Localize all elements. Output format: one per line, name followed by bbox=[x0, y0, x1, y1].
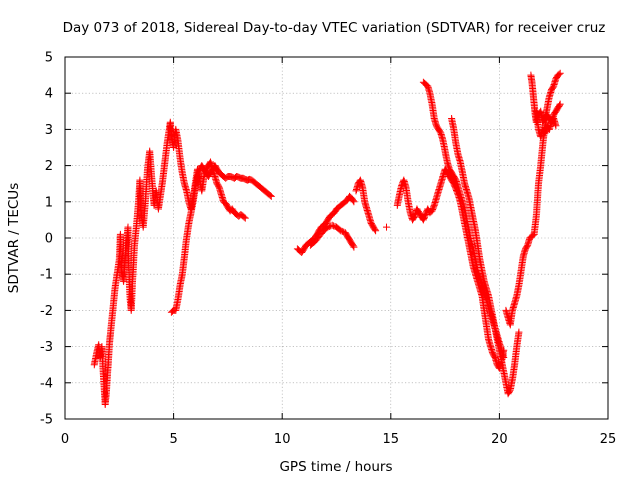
y-tick-label: 0 bbox=[45, 232, 53, 247]
data-point bbox=[330, 222, 338, 230]
x-axis-label: GPS time / hours bbox=[279, 459, 392, 475]
y-tick-label: -3 bbox=[40, 340, 53, 355]
x-tick-label: 5 bbox=[169, 432, 177, 447]
data-point bbox=[324, 223, 332, 231]
data-point bbox=[371, 226, 379, 234]
x-tick-label: 25 bbox=[600, 432, 617, 447]
data-point bbox=[372, 227, 380, 235]
data-point bbox=[267, 192, 275, 200]
y-axis-label: SDTVAR / TECUs bbox=[6, 183, 22, 293]
data-point bbox=[338, 227, 346, 235]
data-point bbox=[556, 69, 564, 77]
plot-area-frame bbox=[64, 56, 609, 420]
y-tick-label: 1 bbox=[45, 195, 53, 210]
data-point bbox=[266, 192, 274, 199]
y-tick-label: 4 bbox=[45, 87, 53, 102]
y-tick-label: -1 bbox=[40, 268, 53, 283]
data-point bbox=[328, 221, 336, 229]
data-point bbox=[555, 70, 563, 78]
data-points bbox=[90, 69, 564, 408]
data-point bbox=[241, 214, 249, 222]
data-point bbox=[240, 213, 248, 221]
y-tick-label: 3 bbox=[45, 123, 53, 138]
data-point bbox=[350, 198, 358, 206]
data-point bbox=[556, 100, 564, 108]
data-point bbox=[350, 243, 358, 251]
data-point bbox=[349, 242, 357, 250]
data-point bbox=[337, 227, 345, 235]
data-point bbox=[349, 197, 357, 205]
data-point bbox=[552, 122, 560, 130]
data-point bbox=[515, 328, 523, 336]
data-point bbox=[556, 101, 563, 109]
tick-labels: 0 5 10 15 20 25 -5 -4 -3 -2 -1 0 1 2 3 4 5 bbox=[40, 51, 616, 448]
y-tick-label: -5 bbox=[40, 413, 53, 428]
y-tick-label: -2 bbox=[40, 304, 53, 319]
x-tick-label: 20 bbox=[491, 432, 508, 447]
x-tick-label: 15 bbox=[383, 432, 400, 447]
data-point bbox=[500, 354, 508, 361]
y-tick-label: 2 bbox=[45, 159, 53, 174]
x-tick-label: 0 bbox=[61, 432, 69, 447]
x-tick-label: 10 bbox=[274, 432, 291, 447]
y-tick-label: -4 bbox=[40, 376, 53, 391]
y-tick-label: 5 bbox=[45, 51, 53, 66]
chart-title: Day 073 of 2018, Sidereal Day-to-day VTE… bbox=[63, 20, 606, 36]
data-point bbox=[383, 223, 390, 231]
